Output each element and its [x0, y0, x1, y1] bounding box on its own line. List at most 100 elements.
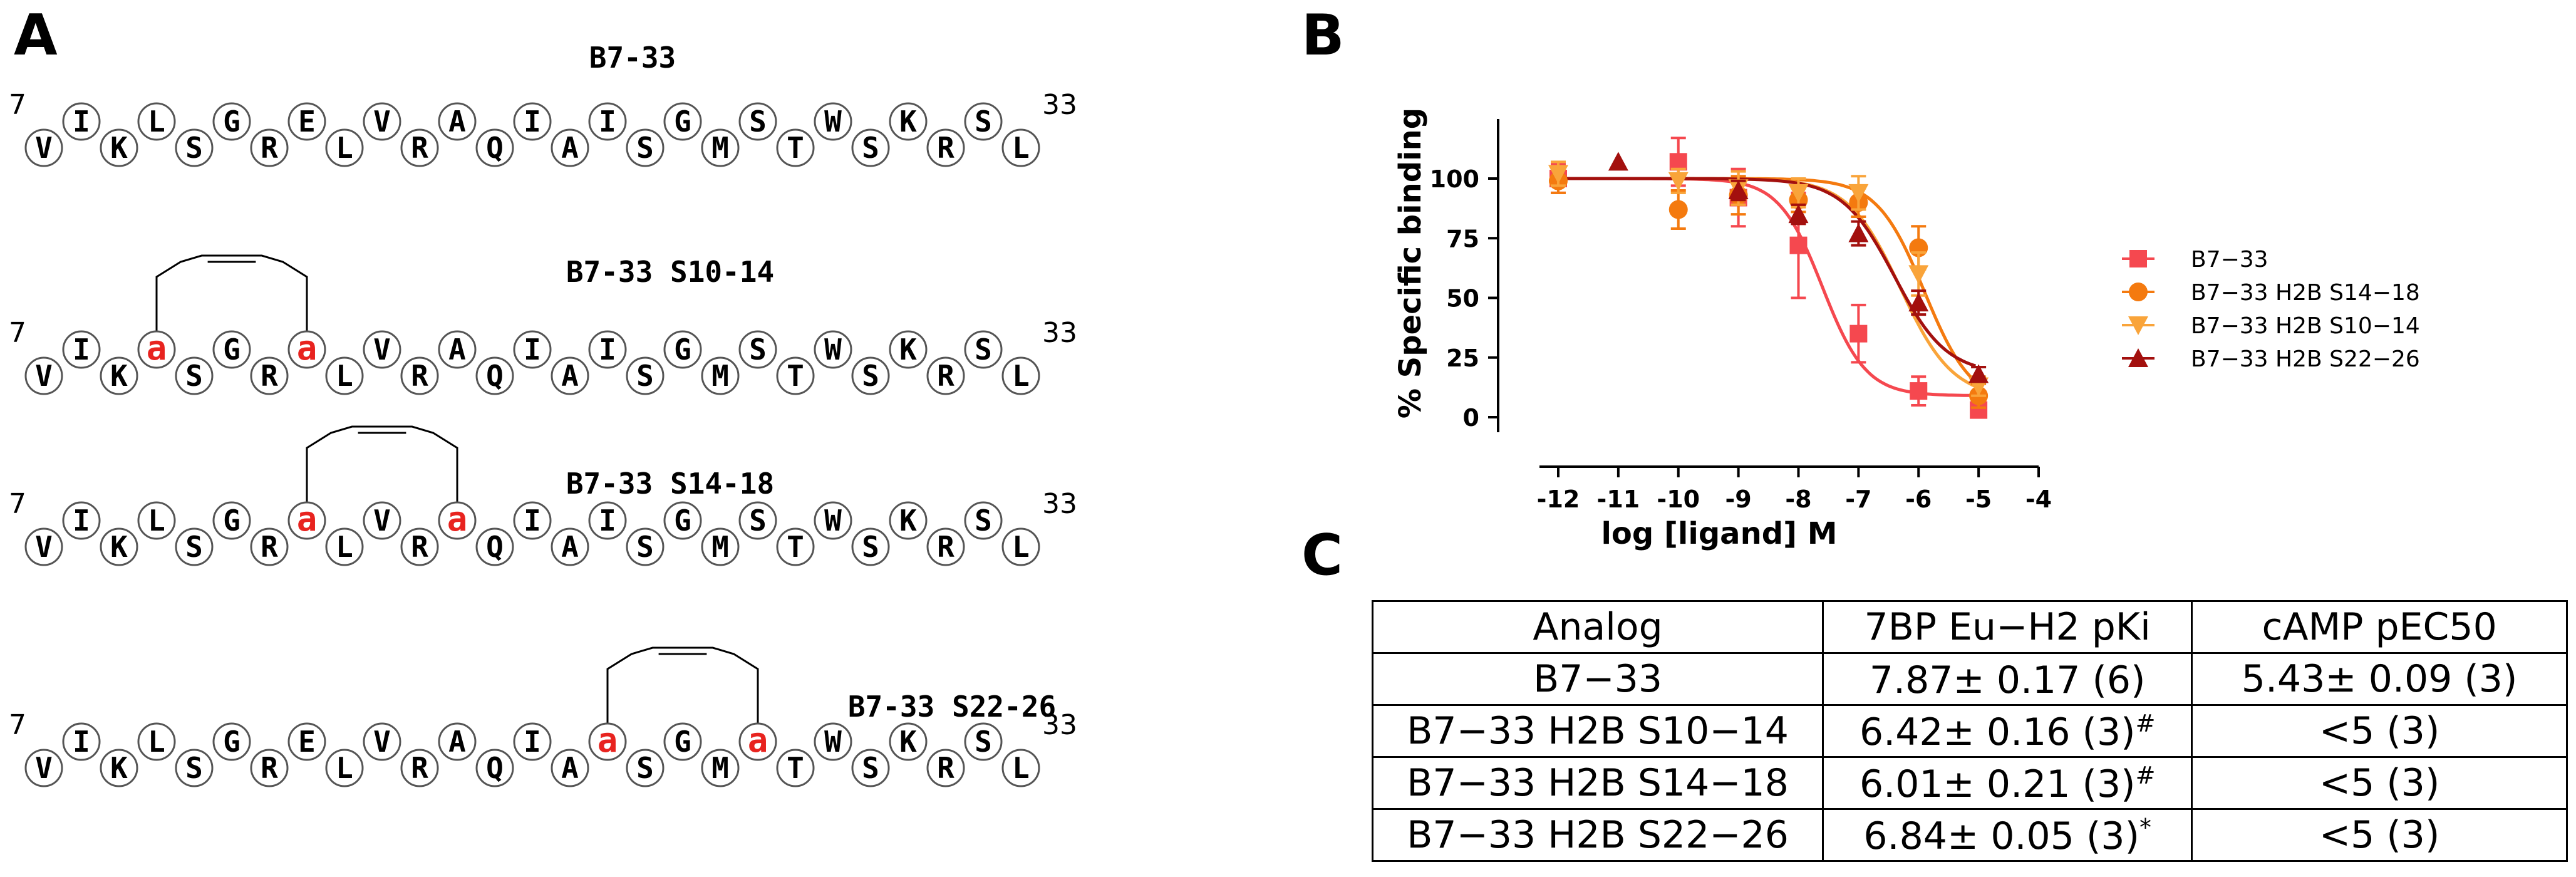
residue: I — [588, 501, 627, 540]
residue-circle — [663, 102, 702, 141]
residue-circle — [212, 501, 251, 540]
residue-circle — [137, 330, 176, 369]
residue-circle — [438, 722, 477, 761]
data-point — [1849, 324, 1868, 343]
pki-value: 7.87± 0.17 (6) — [1869, 658, 2146, 702]
residue: a — [438, 499, 477, 540]
residue-circle — [851, 128, 890, 167]
residue: S — [738, 102, 777, 141]
residue-circle — [475, 128, 514, 167]
pki-value: 6.84± 0.05 (3) — [1863, 814, 2139, 858]
residue-letter: G — [674, 105, 691, 138]
y-tick-label: 25 — [1446, 345, 1479, 372]
residue: I — [62, 102, 101, 141]
y-tick-label: 100 — [1430, 165, 1479, 193]
residue-letter: S — [975, 105, 992, 138]
residue-circle — [100, 356, 138, 395]
residue: R — [400, 356, 439, 395]
residue-letter: a — [748, 720, 768, 760]
residue-circle — [62, 330, 101, 369]
residue: K — [889, 501, 928, 540]
residue-circle — [738, 722, 777, 761]
binding-chart: -12 -11 -10 -9 -8 -7 -6 -5 -4 0 25 50 75 100 log [lig… — [1393, 108, 2420, 551]
residue: K — [889, 330, 928, 369]
residue-circle — [287, 501, 326, 540]
residue-circle — [24, 356, 63, 395]
residue-letter: V — [373, 725, 391, 759]
residue-letter: T — [787, 751, 804, 785]
pki-significance-mark: * — [2139, 813, 2151, 841]
residue-letter: L — [148, 725, 165, 759]
data-point — [1728, 180, 1749, 200]
residue: a — [137, 328, 176, 369]
residue-circle — [175, 749, 214, 787]
panel-label-a: A — [14, 3, 58, 68]
panel-label-c: C — [1301, 522, 1343, 588]
legend-marker — [2128, 348, 2148, 367]
residue-letter: I — [599, 105, 616, 138]
residue: S — [175, 356, 214, 395]
cell-pec50: 5.43± 0.09 (3) — [2191, 652, 2568, 706]
residue: S — [175, 749, 214, 787]
residue: I — [513, 330, 552, 369]
cell-pki: 7.87± 0.17 (6) — [1822, 652, 2193, 706]
residue: K — [100, 749, 138, 787]
data-point — [1668, 200, 1688, 219]
residue-circle — [325, 128, 364, 167]
residue-letter: A — [561, 751, 579, 785]
residue-letter: K — [899, 504, 917, 537]
residue: S — [851, 749, 890, 787]
panel-label-b: B — [1301, 3, 1345, 68]
residue-letter: L — [336, 359, 353, 393]
residue: L — [137, 722, 176, 761]
residue: a — [738, 720, 777, 761]
data-point — [1789, 236, 1808, 254]
x-tick-label: -4 — [2025, 485, 2052, 513]
x-tick-label: -5 — [1965, 485, 1992, 513]
residue-circle — [438, 102, 477, 141]
peptide-title: B7-33 S10-14 — [566, 255, 774, 289]
residue-letter: M — [711, 751, 729, 785]
residue-letter: R — [411, 131, 428, 165]
residue-circle — [851, 356, 890, 395]
residue: V — [363, 722, 401, 761]
legend-label: B7−33 H2B S14−18 — [2191, 280, 2420, 306]
residue: I — [588, 330, 627, 369]
residue-letter: S — [636, 751, 654, 785]
data-point — [1908, 265, 1929, 284]
residue-circle — [926, 527, 965, 566]
residue-letter: I — [524, 504, 541, 537]
residue: S — [851, 128, 890, 167]
residue-letter: S — [862, 751, 879, 785]
residue: a — [287, 328, 326, 369]
residue-circle — [100, 527, 138, 566]
residue-circle — [475, 356, 514, 395]
residue: W — [814, 330, 852, 369]
residue-circle — [250, 749, 289, 787]
residue-letter: V — [373, 105, 391, 138]
residue-circle — [100, 128, 138, 167]
residue-letter: S — [185, 359, 203, 393]
residue: G — [212, 102, 251, 141]
residue-circle — [212, 102, 251, 141]
residue-letter: L — [336, 751, 353, 785]
fit-curves — [1558, 177, 1977, 397]
sequence-start-number: 7 — [9, 488, 26, 520]
residue-letter: I — [73, 333, 90, 366]
residue: G — [663, 330, 702, 369]
residue-circle — [175, 527, 214, 566]
residue-letter: V — [35, 359, 53, 393]
residue-circle — [475, 749, 514, 787]
residue: R — [250, 749, 289, 787]
sequence-end-number: 33 — [1042, 89, 1077, 121]
residue-circle — [701, 749, 740, 787]
residue: I — [62, 330, 101, 369]
residue: T — [776, 356, 815, 395]
residue-circle — [889, 330, 928, 369]
data-point — [1848, 184, 1869, 203]
x-tick-label: -10 — [1657, 485, 1700, 513]
residue: G — [212, 501, 251, 540]
residue-circle — [24, 527, 63, 566]
residue-circle — [1001, 128, 1040, 167]
residue: S — [626, 749, 665, 787]
